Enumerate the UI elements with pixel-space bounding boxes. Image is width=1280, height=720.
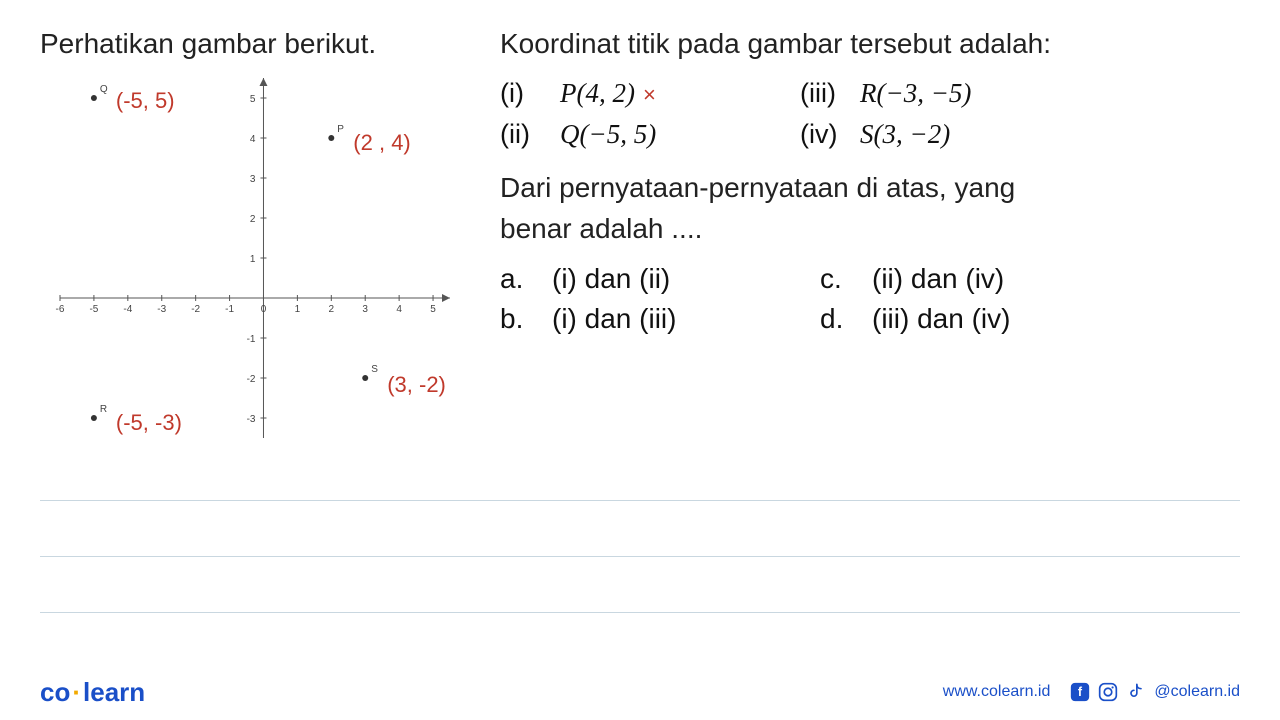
statement-ii: (ii) Q(−5, 5) — [500, 119, 800, 150]
svg-text:4: 4 — [250, 134, 256, 145]
svg-text:4: 4 — [396, 304, 402, 315]
mid-text: Dari pernyataan-pernyataan di atas, yang… — [500, 168, 1240, 249]
statement-i: (i) P(4, 2)× — [500, 78, 800, 109]
svg-text:-1: -1 — [225, 304, 234, 315]
svg-text:2: 2 — [250, 214, 256, 225]
choice-text-b: (i) dan (iii) — [552, 303, 676, 335]
ruled-lines — [0, 500, 1280, 668]
svg-text:-1: -1 — [247, 334, 256, 345]
logo-learn: learn — [83, 677, 145, 707]
math-ii: Q(−5, 5) — [560, 119, 656, 150]
instagram-icon — [1098, 682, 1118, 702]
svg-text:Q: Q — [100, 84, 108, 95]
choice-letter-d: d. — [820, 303, 848, 335]
footer-handle: @colearn.id — [1154, 683, 1240, 701]
svg-text:-2: -2 — [191, 304, 200, 315]
svg-text:2: 2 — [329, 304, 335, 315]
svg-text:1: 1 — [295, 304, 301, 315]
choice-letter-c: c. — [820, 263, 848, 295]
choice-a: a. (i) dan (ii) — [500, 263, 820, 295]
social-icons: f @colearn.id — [1070, 682, 1240, 702]
svg-text:-4: -4 — [123, 304, 132, 315]
choice-text-a: (i) dan (ii) — [552, 263, 670, 295]
choice-b: b. (i) dan (iii) — [500, 303, 820, 335]
svg-text:R: R — [100, 404, 107, 415]
statement-iii: (iii) R(−3, −5) — [800, 78, 1240, 109]
footer-url: www.colearn.id — [943, 683, 1051, 701]
svg-text:1: 1 — [250, 254, 256, 265]
footer: co·learn www.colearn.id f @colearn.id — [0, 664, 1280, 720]
question-lead: Koordinat titik pada gambar tersebut ada… — [500, 28, 1240, 60]
roman-i: (i) — [500, 78, 542, 109]
chart-annotation: (-5, 5) — [116, 88, 175, 114]
choice-letter-b: b. — [500, 303, 528, 335]
math-iv: S(3, −2) — [860, 119, 950, 150]
svg-text:5: 5 — [430, 304, 436, 315]
facebook-icon: f — [1070, 682, 1090, 702]
statements-grid: (i) P(4, 2)× (iii) R(−3, −5) (ii) Q(−5, … — [500, 78, 1240, 150]
choices-grid: a. (i) dan (ii) c. (ii) dan (iv) b. (i) … — [500, 263, 1240, 335]
chart-annotation: (-5, -3) — [116, 410, 182, 436]
logo: co·learn — [40, 677, 145, 708]
lead-text: Perhatikan gambar berikut. — [40, 28, 470, 60]
svg-text:P: P — [337, 124, 344, 135]
logo-dot-icon: · — [70, 677, 83, 707]
svg-text:3: 3 — [250, 174, 256, 185]
choice-c: c. (ii) dan (iv) — [820, 263, 1240, 295]
chart-annotation: (3, -2) — [387, 372, 446, 398]
choice-text-d: (iii) dan (iv) — [872, 303, 1010, 335]
roman-iii: (iii) — [800, 78, 842, 109]
svg-text:-2: -2 — [247, 374, 256, 385]
svg-text:0: 0 — [261, 304, 267, 315]
coordinate-chart: -6 -5 -4 -3 -2 -1 0 1 2 3 4 5 -3 -2 -1 1 2 3 4 5 Q P S R (-5, 5… — [40, 68, 470, 448]
math-iii: R(−3, −5) — [860, 78, 971, 109]
choice-letter-a: a. — [500, 263, 528, 295]
svg-text:5: 5 — [250, 94, 256, 105]
tiktok-icon — [1126, 682, 1146, 702]
svg-text:-3: -3 — [157, 304, 166, 315]
chart-annotation: (2 , 4) — [353, 130, 410, 156]
logo-co: co — [40, 677, 70, 707]
svg-text:3: 3 — [362, 304, 368, 315]
svg-text:-5: -5 — [89, 304, 98, 315]
roman-iv: (iv) — [800, 119, 842, 150]
x-mark-icon: × — [643, 82, 656, 107]
svg-text:S: S — [371, 364, 378, 375]
statement-iv: (iv) S(3, −2) — [800, 119, 1240, 150]
svg-text:-6: -6 — [56, 304, 65, 315]
svg-text:-3: -3 — [247, 414, 256, 425]
math-i: P(4, 2)× — [560, 78, 656, 109]
roman-ii: (ii) — [500, 119, 542, 150]
choice-d: d. (iii) dan (iv) — [820, 303, 1240, 335]
choice-text-c: (ii) dan (iv) — [872, 263, 1004, 295]
